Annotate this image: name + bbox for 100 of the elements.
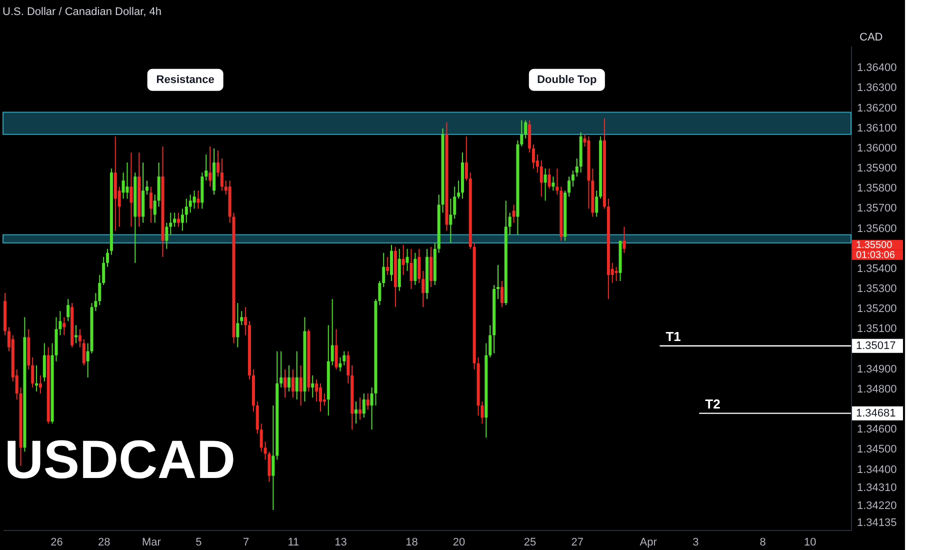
candlestick: [287, 364, 290, 392]
candlestick: [35, 364, 38, 392]
annotation: USDCAD: [4, 430, 236, 490]
x-tick-label: 10: [804, 536, 816, 548]
y-tick-label: 1.34400: [857, 464, 897, 476]
chart-title: U.S. Dollar / Canadian Dollar, 4h: [2, 6, 162, 18]
y-tick-label: 1.35900: [857, 162, 897, 175]
candlestick: [62, 316, 66, 336]
candlestick: [622, 226, 626, 254]
candlestick: [31, 356, 34, 388]
candlestick: [82, 338, 86, 366]
candlestick: [382, 252, 386, 288]
y-tick-label: 1.35700: [857, 202, 897, 215]
candlestick: [488, 324, 492, 358]
x-tick-label: 7: [243, 536, 250, 548]
x-tick-label: 13: [334, 536, 347, 548]
candlestick: [414, 252, 417, 286]
ref-line-label: T1: [666, 328, 681, 344]
candlestick: [280, 350, 283, 388]
x-tick-label: 8: [760, 536, 766, 548]
candlestick: [571, 170, 574, 188]
y-tick-label: 1.36400: [857, 62, 897, 74]
candlestick: [192, 190, 196, 210]
x-tick-label: Mar: [142, 536, 162, 548]
candlestick: [567, 176, 570, 198]
ref-line-label: T2: [705, 396, 720, 412]
candlestick: [338, 356, 342, 372]
candlestick: [204, 154, 208, 182]
candlestick: [291, 368, 294, 398]
candlestick: [188, 194, 192, 214]
candlestick: [272, 404, 275, 510]
candlestick: [106, 248, 110, 268]
x-tick-label: 18: [406, 536, 418, 548]
candlestick: [500, 280, 504, 308]
candlestick: [130, 152, 133, 228]
candlestick: [74, 324, 78, 344]
candlestick: [496, 264, 500, 300]
candlestick: [295, 350, 298, 400]
candlestick: [145, 180, 148, 196]
y-tick-label: 1.35300: [857, 283, 897, 296]
candlestick: [153, 194, 156, 224]
y-tick-label: 1.35600: [857, 222, 897, 235]
candlestick: [362, 392, 366, 418]
y-tick-label: 1.34500: [857, 444, 897, 456]
candlestick: [548, 168, 551, 190]
candlestick: [216, 150, 220, 178]
text: 01:03:06: [856, 250, 896, 261]
y-tick-label: 1.34800: [857, 383, 897, 396]
y-tick-label: 1.34310: [857, 482, 897, 494]
candlestick: [311, 374, 314, 398]
candlestick: [457, 180, 460, 200]
candlestick: [614, 266, 618, 282]
candlestick: [540, 160, 543, 198]
candlestick: [330, 298, 334, 366]
x-tick-label: 3: [692, 536, 699, 548]
candlestick: [552, 176, 555, 192]
candlestick: [524, 120, 528, 139]
candlestick: [386, 256, 390, 276]
x-tick-label: 26: [50, 536, 63, 548]
candlestick: [102, 256, 106, 286]
candlestick: [508, 212, 512, 236]
candlestick: [334, 328, 338, 370]
candlestick: [240, 310, 244, 326]
candlestick: [169, 212, 172, 236]
x-tick-label: 25: [524, 536, 536, 548]
text: 1.34681: [856, 407, 896, 420]
candlestick: [422, 270, 425, 308]
candlestick: [449, 198, 452, 244]
candlestick: [94, 292, 98, 312]
y-tick-label: 1.35100: [857, 323, 897, 336]
candlestick: [575, 158, 578, 178]
candlestick: [66, 298, 70, 322]
candlestick: [38, 374, 42, 394]
x-tick-label: 27: [571, 536, 584, 548]
candlestick: [177, 212, 180, 228]
candlestick: [149, 186, 152, 224]
candlestick: [595, 190, 598, 218]
candlestick: [556, 168, 559, 196]
y-tick-label: 1.34220: [857, 500, 897, 512]
candlestick: [42, 342, 46, 382]
candlestick: [346, 350, 350, 384]
candlestick: [378, 280, 382, 306]
y-tick-label: 1.34900: [857, 363, 897, 376]
candlestick: [208, 146, 212, 188]
candlestick: [532, 144, 535, 170]
candlestick: [406, 248, 409, 272]
candlestick: [98, 274, 102, 306]
candlestick: [464, 136, 468, 182]
candlestick: [520, 120, 524, 147]
candlestick: [315, 378, 318, 402]
candlestick: [354, 400, 358, 424]
candlestick: [173, 212, 176, 228]
candlestick: [58, 310, 62, 336]
x-tick-label: Apr: [640, 536, 658, 548]
annotation: Resistance: [156, 74, 214, 86]
y-axis-title: CAD: [860, 32, 883, 44]
y-tick-label: 1.34135: [857, 516, 897, 529]
candlestick: [402, 244, 405, 276]
x-tick-label: 20: [452, 536, 466, 548]
candlestick: [418, 248, 421, 284]
